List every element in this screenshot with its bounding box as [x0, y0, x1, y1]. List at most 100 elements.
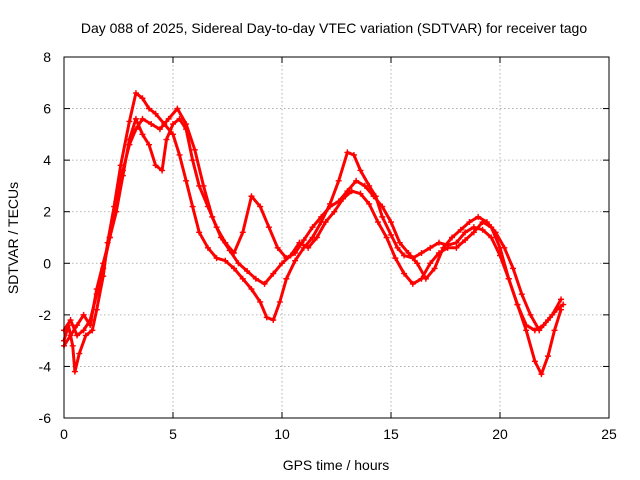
y-tick-label: 6: [43, 101, 51, 117]
data-point-marker: [89, 327, 96, 334]
grid: [64, 57, 609, 418]
data-point-marker: [309, 224, 316, 231]
data-point-marker: [514, 301, 521, 308]
data-point-marker: [322, 219, 329, 226]
data-point-marker: [357, 190, 364, 197]
data-point-marker: [74, 332, 81, 339]
data-point-marker: [483, 219, 490, 226]
y-tick-label: -6: [39, 410, 52, 426]
data-point-marker: [159, 167, 166, 174]
data-point-marker: [466, 219, 473, 226]
data-point-marker: [527, 311, 534, 318]
data-point-marker: [283, 255, 290, 262]
data-point-marker: [279, 260, 285, 267]
data-point-marker: [80, 327, 87, 334]
data-point-marker: [191, 146, 198, 153]
data-point-marker: [374, 219, 381, 226]
x-tick-label: 10: [274, 426, 290, 442]
data-point-marker: [183, 177, 190, 184]
data-point-marker: [388, 219, 394, 226]
data-point-marker: [257, 203, 264, 210]
data-point-marker: [252, 275, 259, 282]
data-point-marker: [126, 136, 133, 143]
series-layer: [61, 90, 567, 378]
data-point-marker: [213, 255, 220, 262]
data-point-marker: [475, 213, 482, 220]
data-point-marker: [274, 244, 281, 251]
data-point-marker: [163, 136, 170, 143]
data-point-marker: [422, 275, 429, 282]
data-point-marker: [401, 270, 408, 277]
data-point-marker: [76, 350, 83, 357]
data-point-marker: [132, 90, 139, 97]
data-point-marker: [300, 237, 307, 244]
data-point-marker: [174, 105, 181, 112]
y-tick-label: 0: [43, 255, 51, 271]
series-line-trace-3: [62, 117, 565, 348]
data-point-marker: [305, 244, 312, 251]
data-point-marker: [132, 115, 139, 122]
data-point-marker: [156, 126, 163, 133]
x-tick-label: 15: [383, 426, 399, 442]
data-point-marker: [366, 200, 373, 207]
data-point-marker: [313, 234, 320, 241]
data-point-marker: [401, 252, 408, 259]
data-point-marker: [119, 172, 126, 179]
data-point-marker: [71, 368, 78, 375]
data-point-marker: [379, 203, 386, 210]
data-point-marker: [152, 162, 159, 169]
data-point-marker: [263, 314, 270, 321]
data-point-marker: [326, 203, 333, 210]
chart-title: Day 088 of 2025, Sidereal Day-to-day VTE…: [81, 20, 588, 36]
data-point-marker: [270, 270, 277, 277]
data-point-marker: [318, 213, 325, 220]
data-point-marker: [344, 188, 351, 195]
data-point-marker: [139, 95, 146, 102]
data-point-marker: [492, 229, 499, 236]
data-point-marker: [370, 193, 377, 200]
data-point-marker: [196, 182, 203, 189]
data-point-marker: [292, 257, 299, 264]
data-point-marker: [204, 203, 211, 210]
data-point-marker: [479, 226, 486, 233]
y-tick-label: -2: [39, 307, 52, 323]
data-point-marker: [536, 327, 543, 334]
data-point-marker: [392, 255, 399, 262]
data-point-marker: [538, 371, 545, 378]
data-point-marker: [462, 229, 469, 236]
data-point-marker: [67, 317, 74, 324]
data-point-marker: [501, 244, 508, 251]
data-point-marker: [523, 327, 530, 334]
data-point-marker: [292, 249, 299, 256]
data-point-marker: [244, 268, 251, 275]
data-point-marker: [139, 131, 146, 138]
data-point-marker: [231, 265, 238, 272]
data-point-marker: [357, 167, 364, 174]
data-point-marker: [93, 286, 100, 293]
x-tick-label: 5: [169, 426, 177, 442]
data-point-marker: [418, 249, 425, 256]
data-point-marker: [165, 115, 172, 122]
y-tick-label: -4: [39, 358, 52, 374]
data-point-marker: [248, 193, 255, 200]
data-point-marker: [87, 322, 94, 329]
data-point-marker: [379, 213, 386, 220]
data-point-marker: [457, 226, 464, 233]
data-point-marker: [453, 239, 460, 246]
data-point-marker: [74, 322, 81, 329]
data-point-marker: [435, 239, 442, 246]
data-point-marker: [414, 260, 421, 267]
data-point-marker: [213, 224, 220, 231]
data-point-marker: [189, 157, 196, 164]
data-point-marker: [148, 121, 155, 128]
data-point-marker: [453, 244, 460, 251]
data-point-marker: [523, 322, 530, 329]
data-point-marker: [283, 275, 290, 282]
data-point-marker: [551, 327, 558, 334]
data-point-marker: [440, 244, 447, 251]
data-point-marker: [396, 239, 403, 246]
data-point-marker: [67, 332, 74, 339]
data-point-marker: [431, 265, 438, 272]
data-point-marker: [222, 257, 229, 264]
data-point-marker: [449, 234, 456, 241]
